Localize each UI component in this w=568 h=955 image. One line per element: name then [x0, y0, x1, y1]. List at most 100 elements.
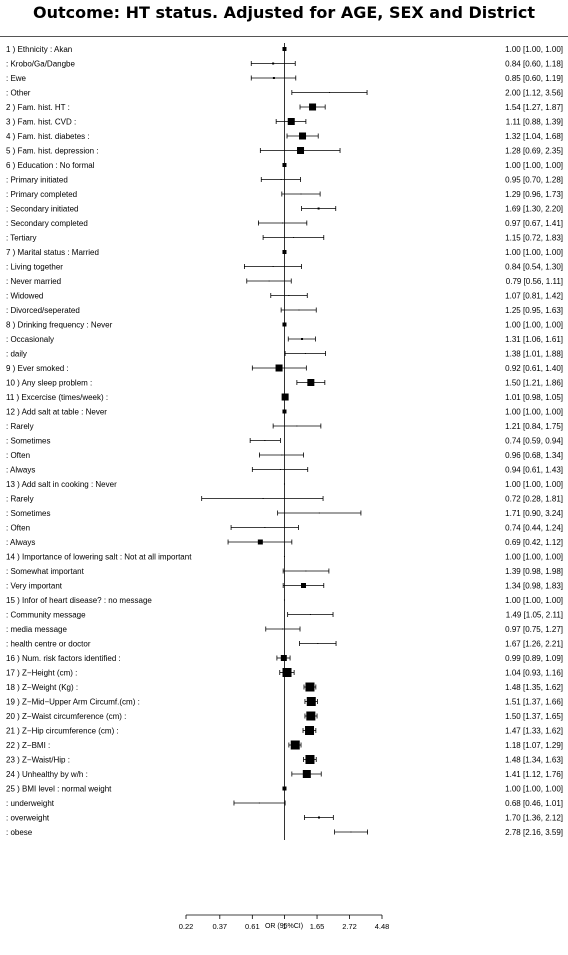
row-label: 21 ) Z−Hip circumference (cm) :	[6, 727, 119, 736]
estimate-marker	[304, 353, 306, 354]
forest-row: : daily 1.38 [1.01, 1.88]	[6, 350, 563, 359]
row-estimate-text: 1.50 [1.37, 1.65]	[505, 712, 563, 721]
estimate-marker	[262, 498, 264, 499]
row-estimate-text: 1.71 [0.90, 3.24]	[505, 509, 563, 518]
x-tick-label: 2.72	[342, 922, 357, 931]
forest-row: : Divorced/seperated 1.25 [0.95, 1.63]	[6, 306, 563, 315]
estimate-marker	[350, 831, 352, 833]
chart-title: Outcome: HT status. Adjusted for AGE, SE…	[33, 3, 535, 22]
estimate-marker	[305, 726, 315, 735]
row-estimate-text: 0.97 [0.67, 1.41]	[505, 219, 563, 228]
x-axis-label: OR (95%CI)	[265, 923, 303, 930]
row-estimate-text: 2.00 [1.12, 3.56]	[505, 89, 563, 98]
row-label: 3 ) Fam. hist. CVD :	[6, 118, 76, 127]
forest-row: : Primary completed 1.29 [0.96, 1.73]	[6, 190, 563, 199]
estimate-marker	[280, 179, 282, 180]
forest-row: 2 ) Fam. hist. HT : 1.54 [1.27, 1.87]	[6, 103, 563, 112]
row-estimate-text: 1.00 [1.00, 1.00]	[505, 161, 563, 170]
row-estimate-text: 1.07 [0.81, 1.42]	[505, 292, 563, 301]
forest-row: 14 ) Importance of lowering salt : Not a…	[6, 553, 563, 562]
row-estimate-text: 1.70 [1.36, 2.12]	[505, 814, 563, 823]
row-estimate-text: 1.00 [1.00, 1.00]	[505, 321, 563, 330]
row-label: : media message	[6, 625, 67, 634]
row-estimate-text: 0.79 [0.56, 1.11]	[506, 277, 563, 286]
forest-row: : Rarely 0.72 [0.28, 1.81]	[6, 495, 563, 504]
row-label: : Sometimes	[6, 509, 50, 518]
estimate-marker	[306, 711, 316, 721]
row-label: 9 ) Ever smoked :	[6, 364, 69, 373]
forest-row: : Primary initiated 0.95 [0.70, 1.28]	[6, 176, 563, 185]
row-label: : Primary initiated	[6, 176, 68, 185]
rows-layer: 1 ) Ethnicity : Akan 1.00 [1.00, 1.00]: K…	[6, 45, 563, 837]
row-label: 13 ) Add salt in cooking : Never	[6, 480, 117, 489]
forest-row: 7 ) Marital status : Married 1.00 [1.00, …	[6, 248, 563, 257]
forest-row: : Widowed 1.07 [0.81, 1.42]	[6, 292, 563, 301]
row-estimate-text: 1.00 [1.00, 1.00]	[505, 408, 563, 417]
x-axis: 0.22 0.37 0.61 1 1.65 2.72 4.48 OR (95%CI)	[179, 914, 390, 931]
row-estimate-text: 1.41 [1.12, 1.76]	[505, 770, 563, 779]
forest-row: : Ewe 0.85 [0.60, 1.19]	[6, 74, 563, 83]
row-label: : underweight	[6, 799, 55, 808]
x-tick-label: 4.48	[375, 922, 390, 931]
estimate-marker	[281, 454, 283, 456]
row-label: : Ewe	[6, 74, 27, 83]
estimate-marker	[300, 193, 302, 195]
row-label: : Rarely	[6, 422, 34, 431]
row-label: : Primary completed	[6, 190, 77, 199]
row-label: 25 ) BMI level : normal weight	[6, 785, 112, 794]
forest-row: : Occasionaly 1.31 [1.06, 1.61]	[6, 335, 563, 344]
row-label: 12 ) Add salt at table : Never	[6, 408, 107, 417]
estimate-marker	[280, 655, 287, 661]
row-label: 22 ) Z−BMI :	[6, 741, 50, 750]
row-label: 17 ) Z−Height (cm) :	[6, 669, 77, 678]
x-tick-label: 1	[282, 922, 286, 931]
row-label: : overweight	[6, 814, 50, 823]
estimate-marker	[282, 163, 287, 167]
row-label: 11 ) Excercise (times/week) :	[6, 393, 108, 402]
row-label: 7 ) Marital status : Married	[6, 248, 99, 257]
row-label: 20 ) Z−Waist circumference (cm) :	[6, 712, 126, 721]
forest-row: : Sometimes 0.74 [0.59, 0.94]	[6, 437, 563, 446]
forest-row: 24 ) Unhealthy by w/h : 1.41 [1.12, 1.76]	[6, 770, 563, 779]
row-label: 10 ) Any sleep problem :	[6, 379, 92, 388]
row-estimate-text: 1.18 [1.07, 1.29]	[505, 741, 563, 750]
forest-row: 19 ) Z−Mid−Upper Arm Circumf.(cm) : 1.51 …	[6, 697, 563, 707]
row-label: : Occasionaly	[6, 335, 54, 344]
row-estimate-text: 1.00 [1.00, 1.00]	[505, 480, 563, 489]
forest-row: 6 ) Education : No formal 1.00 [1.00, 1.0…	[6, 161, 563, 170]
row-estimate-text: 1.25 [0.95, 1.63]	[505, 306, 563, 315]
estimate-marker	[305, 755, 315, 764]
row-estimate-text: 1.49 [1.05, 2.11]	[506, 611, 563, 620]
forest-row: : Community message 1.49 [1.05, 2.11]	[6, 611, 563, 620]
forest-row: 22 ) Z−BMI : 1.18 [1.07, 1.29]	[6, 740, 563, 750]
estimate-marker	[282, 47, 287, 51]
row-label: : Living together	[6, 263, 63, 272]
estimate-marker	[307, 379, 315, 386]
estimate-marker	[301, 583, 307, 588]
forest-row: 20 ) Z−Waist circumference (cm) : 1.50 [1…	[6, 711, 563, 721]
row-label: 19 ) Z−Mid−Upper Arm Circumf.(cm) :	[6, 698, 140, 707]
row-label: : Community message	[6, 611, 86, 620]
row-estimate-text: 1.69 [1.30, 2.20]	[505, 205, 563, 214]
estimate-marker	[302, 770, 311, 778]
forest-row: : Often 0.74 [0.44, 1.24]	[6, 524, 563, 533]
row-estimate-text: 0.85 [0.60, 1.19]	[505, 74, 563, 83]
row-estimate-text: 0.72 [0.28, 1.81]	[505, 495, 563, 504]
row-label: : Krobo/Ga/Dangbe	[6, 60, 75, 69]
row-estimate-text: 1.29 [0.96, 1.73]	[505, 190, 563, 199]
row-label: : Secondary initiated	[6, 205, 79, 214]
row-estimate-text: 1.00 [1.00, 1.00]	[505, 785, 563, 794]
estimate-marker	[298, 309, 300, 311]
estimate-marker	[282, 322, 287, 327]
forest-row: : Often 0.96 [0.68, 1.34]	[6, 451, 563, 460]
forest-row: 23 ) Z−Waist/Hip : 1.48 [1.34, 1.63]	[6, 755, 563, 765]
row-estimate-text: 0.92 [0.61, 1.40]	[505, 364, 563, 373]
forest-row: 5 ) Fam. hist. depression : 1.28 [0.69, 2…	[6, 147, 563, 156]
row-estimate-text: 1.50 [1.21, 1.86]	[505, 379, 563, 388]
estimate-marker	[317, 816, 320, 819]
forest-row: 11 ) Excercise (times/week) : 1.01 [0.98,…	[6, 393, 563, 402]
forest-row: : Always 0.69 [0.42, 1.12]	[6, 538, 563, 547]
estimate-marker	[305, 570, 307, 572]
row-estimate-text: 0.97 [0.75, 1.27]	[505, 625, 563, 634]
